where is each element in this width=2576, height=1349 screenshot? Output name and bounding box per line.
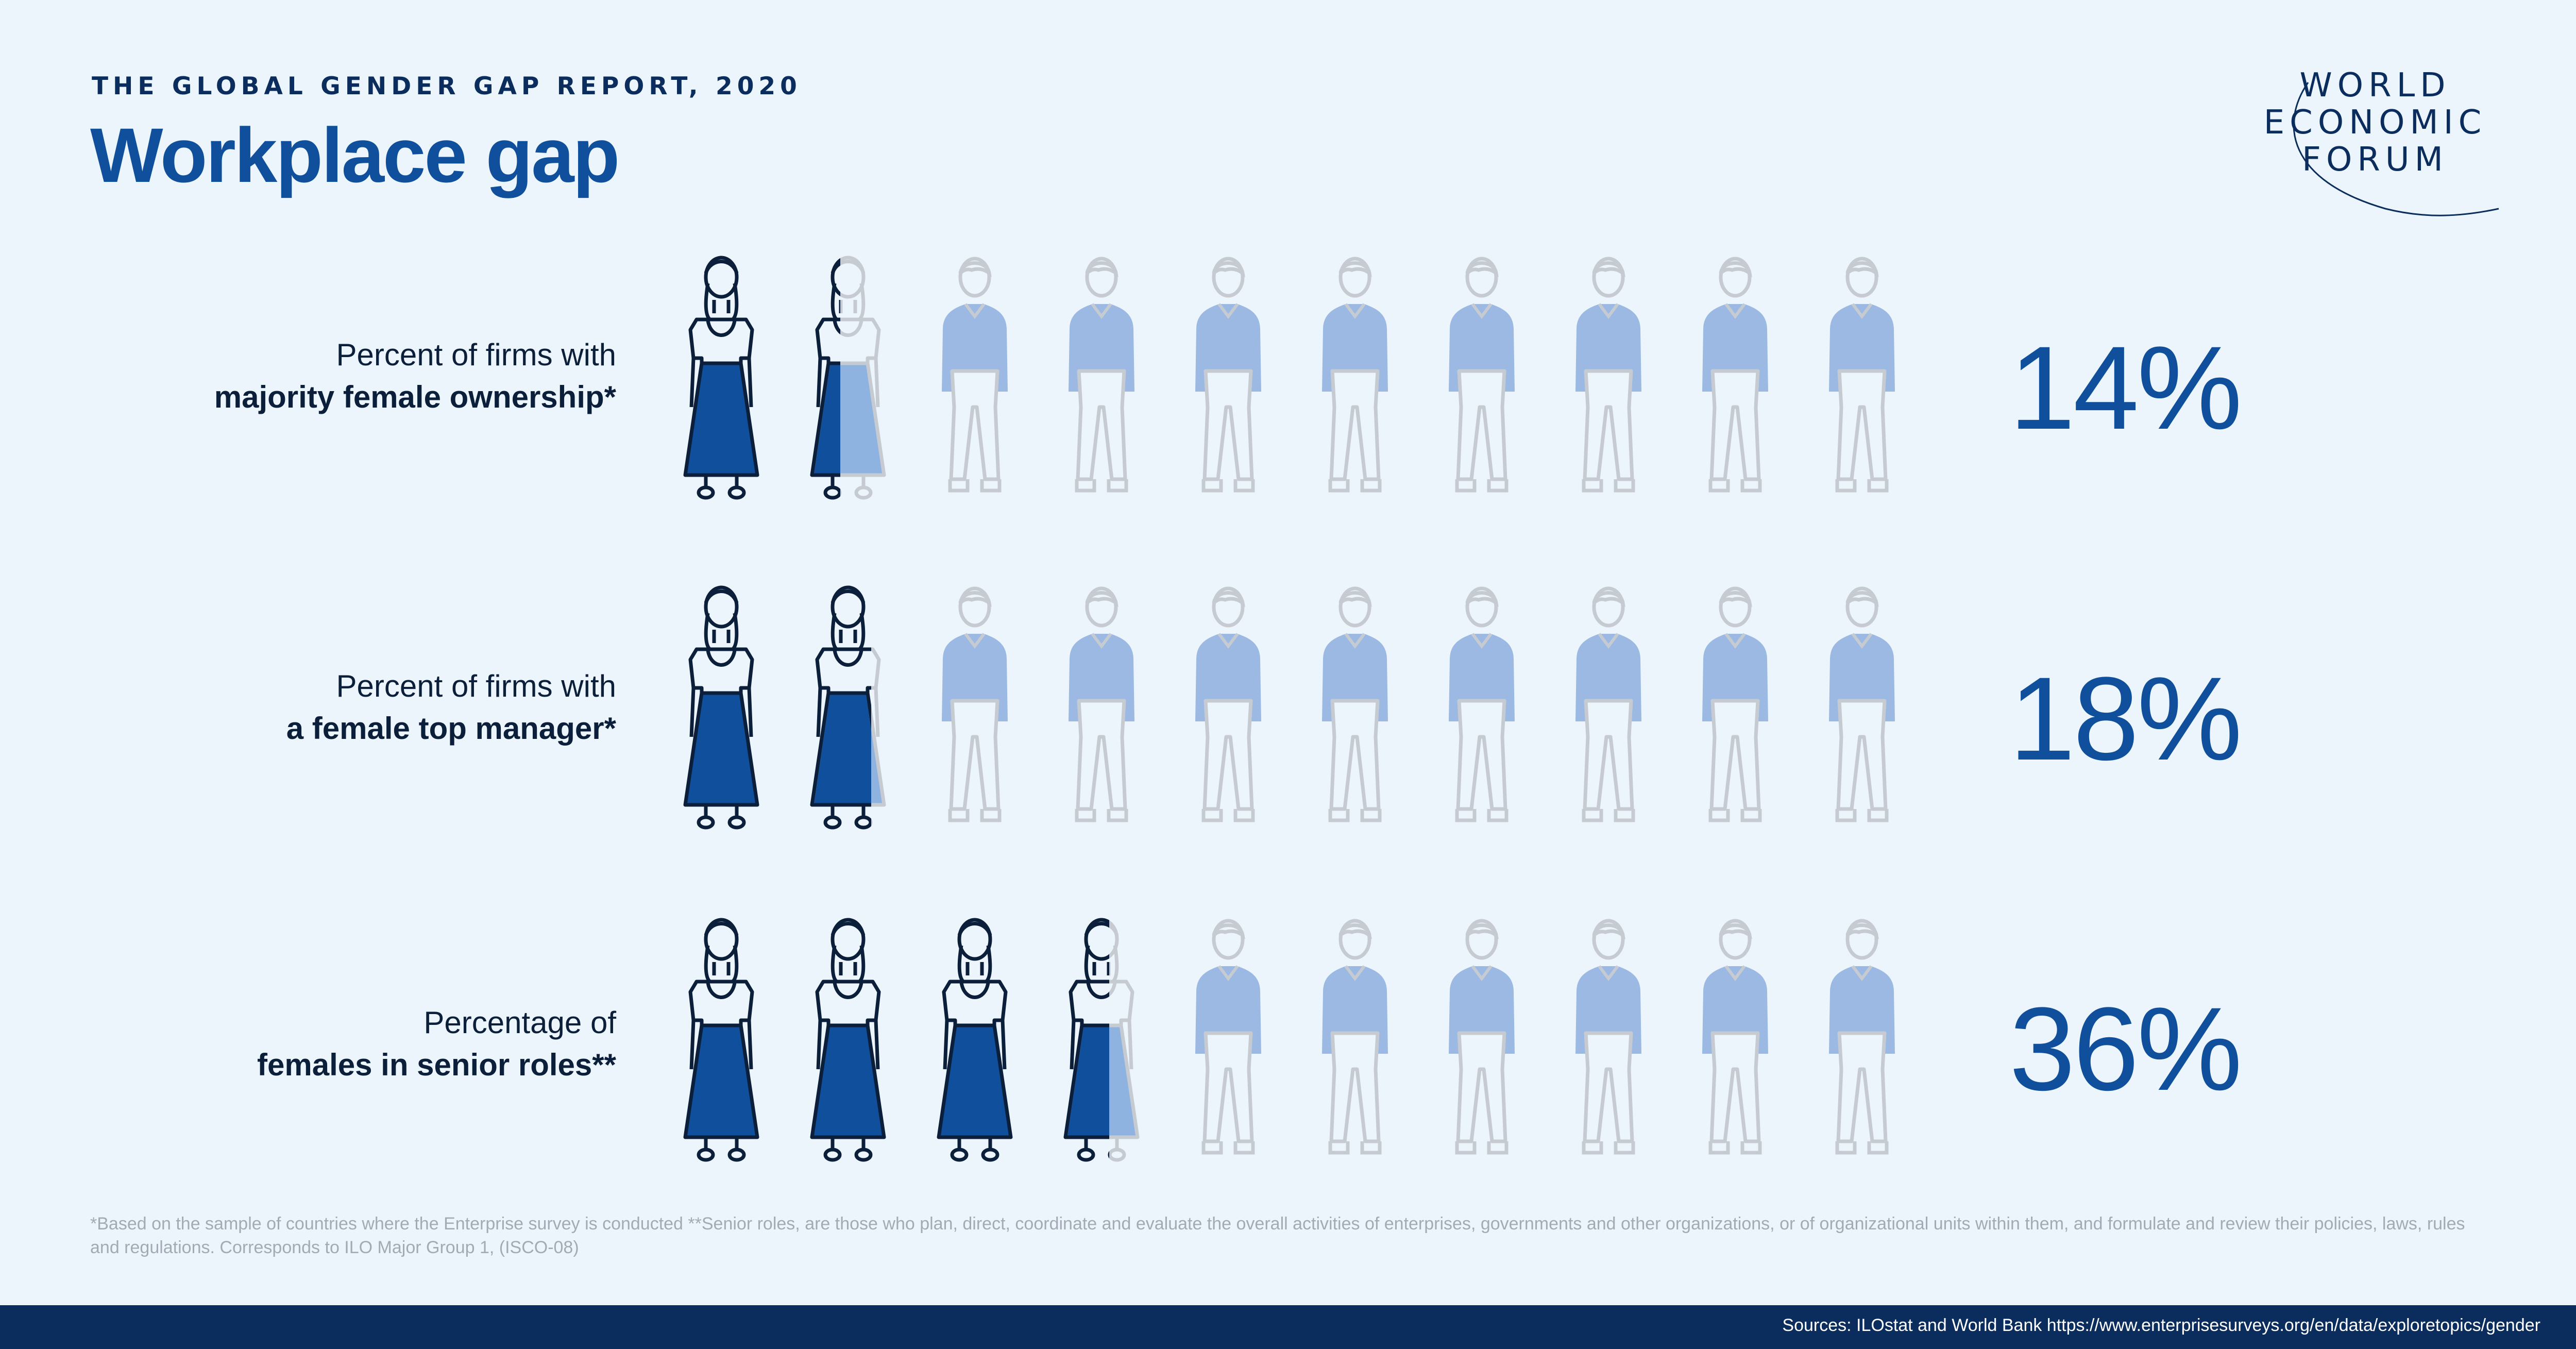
male-icon-r2-10 bbox=[1829, 586, 1895, 822]
report-supertitle: THE GLOBAL GENDER GAP REPORT, 2020 bbox=[92, 72, 802, 100]
male-icon-r1-7 bbox=[1449, 257, 1515, 493]
male-icon-r3-6 bbox=[1322, 919, 1388, 1155]
female-icon-r3-4 bbox=[1063, 918, 1140, 1162]
logo-arc-icon bbox=[2293, 82, 2499, 216]
row-value-2: 18% bbox=[2009, 652, 2242, 785]
male-icon-r1-6 bbox=[1322, 257, 1388, 493]
male-icon-r1-3 bbox=[942, 257, 1008, 493]
male-icon-r1-8 bbox=[1575, 257, 1641, 493]
row-label-1: Percent of firms with majority female ow… bbox=[0, 334, 616, 418]
male-icon-r1-10 bbox=[1829, 257, 1895, 493]
male-icon-r2-8 bbox=[1575, 586, 1641, 822]
row-label-3: Percentage of females in senior roles** bbox=[0, 1002, 616, 1086]
row-label-2-line1: Percent of firms with bbox=[336, 669, 617, 703]
male-icon-r3-8 bbox=[1575, 919, 1641, 1155]
row-value-3: 36% bbox=[2009, 983, 2242, 1115]
female-icon-r1-2 bbox=[810, 256, 886, 500]
sources-text: Sources: ILOstat and World Bank https://… bbox=[1782, 1316, 2540, 1335]
row-label-1-line2: majority female ownership* bbox=[214, 380, 616, 414]
female-icon-r3-3 bbox=[937, 918, 1013, 1162]
row-label-2: Percent of firms with a female top manag… bbox=[0, 665, 616, 750]
footer-bar: Sources: ILOstat and World Bank https://… bbox=[0, 1305, 2576, 1349]
female-icon-r3-1 bbox=[683, 918, 759, 1162]
logo-word-2: ECONOMIC bbox=[2263, 104, 2487, 142]
male-icon-r2-5 bbox=[1195, 586, 1261, 822]
logo-word-1: WORLD bbox=[2299, 66, 2451, 105]
footnote: *Based on the sample of countries where … bbox=[90, 1214, 2465, 1257]
male-icon-r1-9 bbox=[1702, 257, 1768, 493]
male-icon-r2-4 bbox=[1069, 586, 1134, 822]
female-icon-r1-1 bbox=[683, 256, 759, 500]
row-value-1: 14% bbox=[2009, 322, 2242, 454]
male-icon-r1-5 bbox=[1195, 257, 1261, 493]
wef-logo: WORLD ECONOMIC FORUM bbox=[2231, 62, 2519, 216]
male-icon-r3-10 bbox=[1829, 919, 1895, 1155]
male-icon-r2-3 bbox=[942, 586, 1008, 822]
page-title: Workplace gap bbox=[90, 112, 620, 198]
male-icon-r3-5 bbox=[1195, 919, 1261, 1155]
row-label-3-line2: females in senior roles** bbox=[257, 1048, 616, 1082]
row-label-3-line1: Percentage of bbox=[423, 1005, 616, 1040]
male-icon-r1-4 bbox=[1069, 257, 1134, 493]
female-icon-r2-2 bbox=[810, 585, 886, 830]
row-label-2-line2: a female top manager* bbox=[286, 711, 616, 746]
male-icon-r2-9 bbox=[1702, 586, 1768, 822]
logo-word-3: FORUM bbox=[2302, 141, 2448, 179]
male-icon-r3-9 bbox=[1702, 919, 1768, 1155]
male-icon-r3-7 bbox=[1449, 919, 1515, 1155]
row-label-1-line1: Percent of firms with bbox=[336, 338, 617, 372]
female-icon-r2-1 bbox=[683, 585, 759, 830]
male-icon-r2-6 bbox=[1322, 586, 1388, 822]
male-icon-r2-7 bbox=[1449, 586, 1515, 822]
female-icon-r3-2 bbox=[810, 918, 886, 1162]
